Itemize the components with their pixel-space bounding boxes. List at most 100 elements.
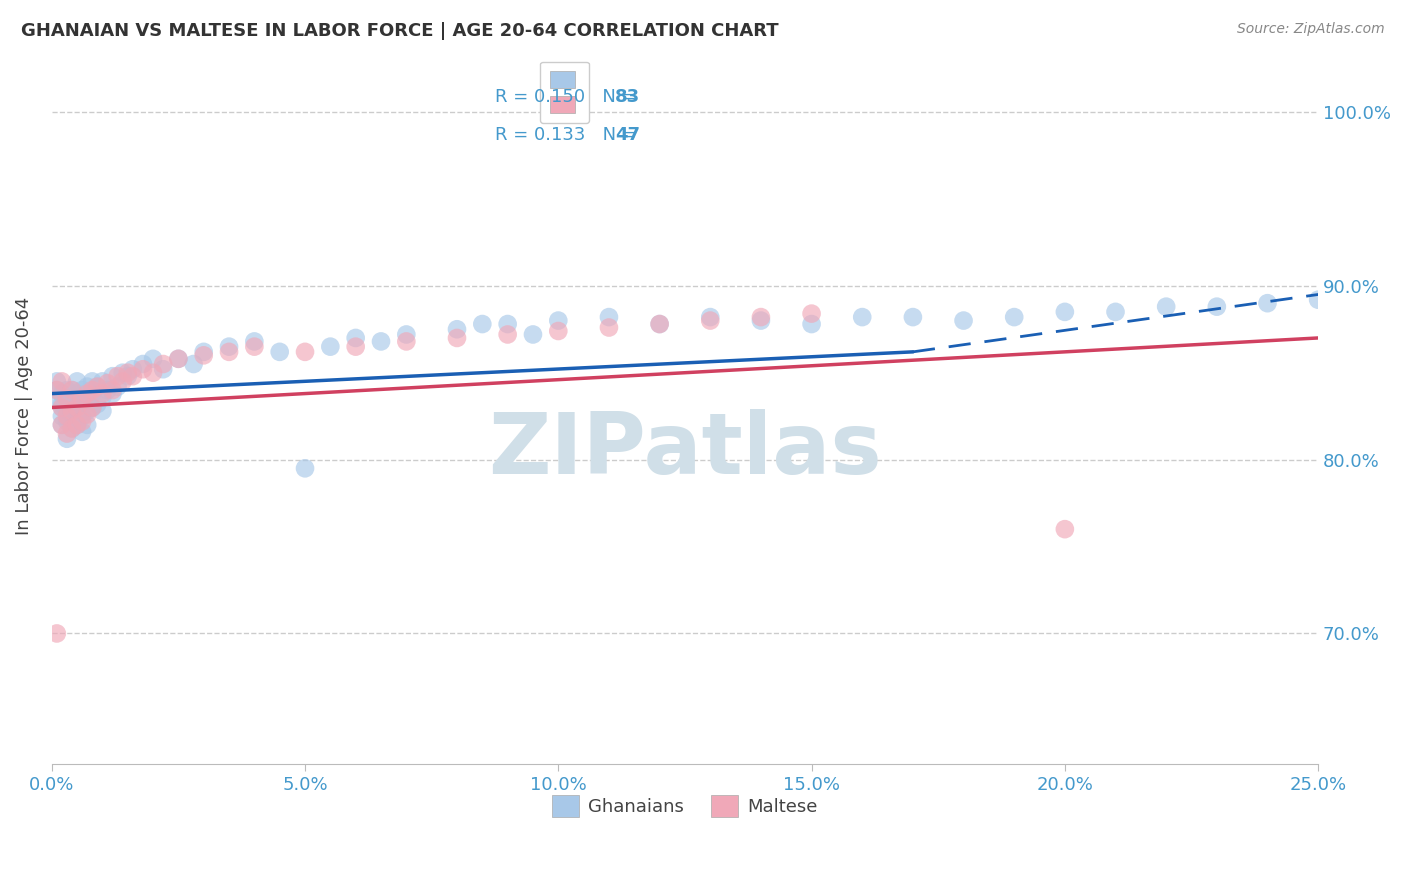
Point [56, 392, 79, 406]
Point [45, 383, 67, 397]
Point [66, 417, 89, 432]
Point [51, 417, 73, 432]
Point [101, 369, 124, 384]
Point [56, 383, 79, 397]
Point [117, 366, 139, 380]
Point [107, 369, 129, 384]
Point [60, 421, 83, 435]
Point [749, 310, 772, 324]
Point [218, 340, 240, 354]
Point [1205, 300, 1227, 314]
Point [152, 357, 174, 371]
Point [1256, 296, 1278, 310]
Point [496, 317, 519, 331]
Point [648, 317, 671, 331]
Point [294, 344, 316, 359]
Text: R = 0.133   N =: R = 0.133 N = [495, 126, 643, 144]
Point [395, 327, 418, 342]
Point [1053, 522, 1076, 536]
Point [66, 401, 89, 415]
Point [446, 322, 468, 336]
Text: GHANAIAN VS MALTESE IN LABOR FORCE | AGE 20-64 CORRELATION CHART: GHANAIAN VS MALTESE IN LABOR FORCE | AGE… [21, 22, 779, 40]
Point [319, 340, 342, 354]
Point [86, 379, 108, 393]
Point [91, 404, 114, 418]
Point [76, 392, 98, 406]
Point [76, 404, 98, 418]
Point [45, 392, 67, 406]
Point [117, 369, 139, 384]
Point [51, 401, 73, 415]
Point [132, 362, 155, 376]
Point [60, 404, 83, 418]
Point [193, 348, 215, 362]
Point [76, 379, 98, 393]
Point [70, 397, 93, 411]
Point [598, 320, 620, 334]
Point [91, 386, 114, 401]
Point [51, 401, 73, 415]
Point [142, 366, 165, 380]
Point [132, 357, 155, 371]
Point [522, 327, 544, 342]
Point [45, 383, 67, 397]
Point [111, 366, 134, 380]
Point [648, 317, 671, 331]
Point [294, 461, 316, 475]
Point [76, 417, 98, 432]
Legend: Ghanaians, Maltese: Ghanaians, Maltese [546, 788, 825, 824]
Point [101, 383, 124, 397]
Point [60, 397, 83, 411]
Point [82, 375, 104, 389]
Point [86, 379, 108, 393]
Point [66, 417, 89, 432]
Point [51, 375, 73, 389]
Point [101, 386, 124, 401]
Point [446, 331, 468, 345]
Point [45, 375, 67, 389]
Point [547, 313, 569, 327]
Point [60, 404, 83, 418]
Point [56, 432, 79, 446]
Point [167, 351, 190, 366]
Point [243, 334, 266, 349]
Text: 47: 47 [616, 126, 640, 144]
Point [56, 392, 79, 406]
Point [800, 317, 823, 331]
Point [851, 310, 873, 324]
Point [952, 313, 974, 327]
Point [45, 626, 67, 640]
Point [76, 408, 98, 422]
Point [121, 362, 143, 376]
Point [60, 383, 83, 397]
Point [56, 404, 79, 418]
Point [749, 313, 772, 327]
Point [56, 409, 79, 424]
Point [496, 327, 519, 342]
Point [121, 369, 143, 384]
Point [1104, 305, 1126, 319]
Point [193, 344, 215, 359]
Point [70, 414, 93, 428]
Point [344, 331, 367, 345]
Point [370, 334, 392, 349]
Point [86, 397, 108, 411]
Point [51, 417, 73, 432]
Point [66, 401, 89, 415]
Point [699, 310, 721, 324]
Point [70, 409, 93, 424]
Point [800, 307, 823, 321]
Point [243, 340, 266, 354]
Text: ZIPatlas: ZIPatlas [488, 409, 882, 492]
Point [66, 386, 89, 401]
Point [598, 310, 620, 324]
Point [91, 390, 114, 404]
Point [70, 425, 93, 439]
Point [60, 383, 83, 397]
Point [76, 386, 98, 401]
Point [167, 351, 190, 366]
Point [60, 409, 83, 424]
Point [60, 421, 83, 435]
Point [152, 362, 174, 376]
Point [1154, 300, 1177, 314]
